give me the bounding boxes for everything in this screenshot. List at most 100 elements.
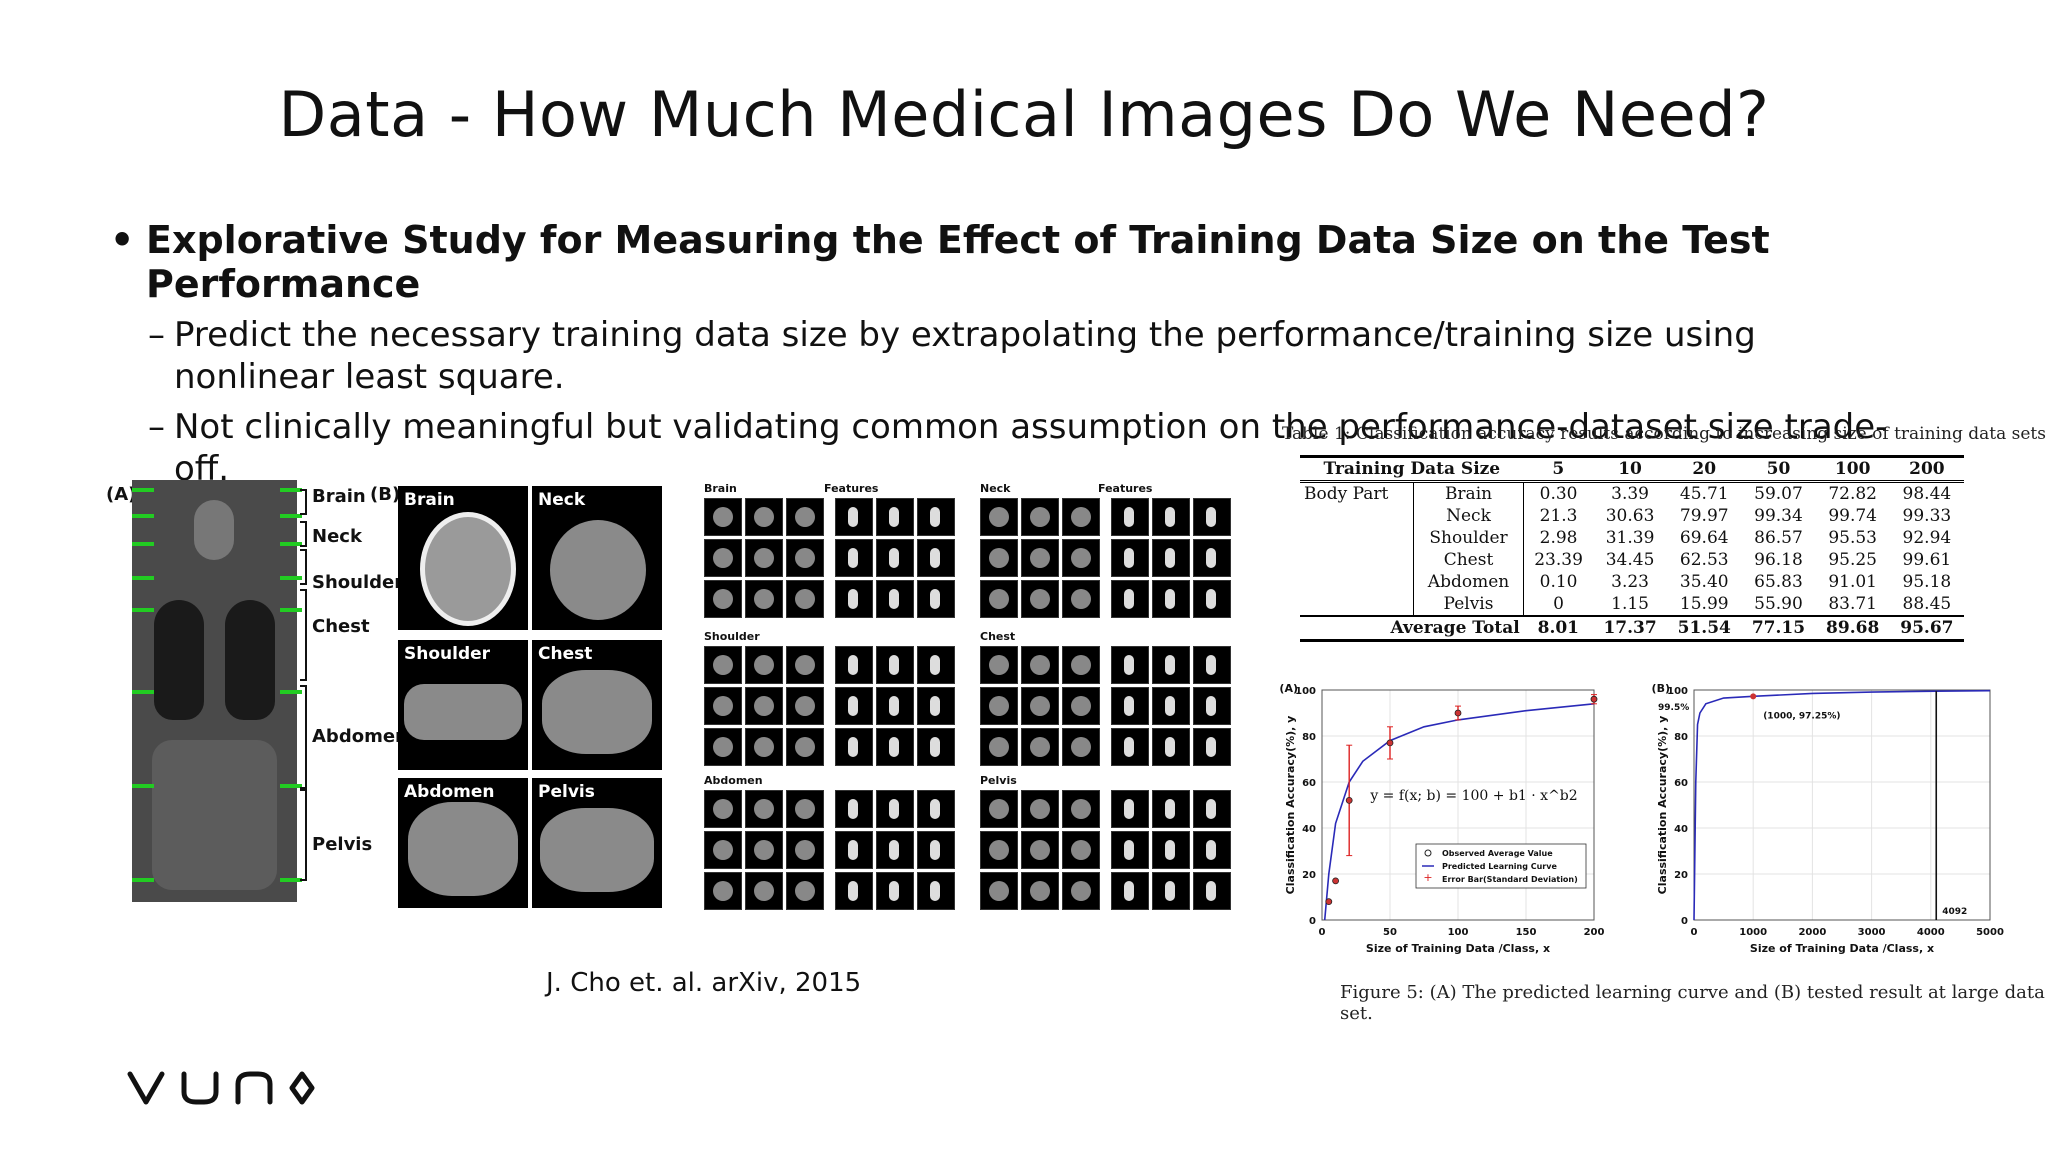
value-cell: 95.18	[1902, 572, 1952, 592]
panel-b-label: (B)	[370, 484, 401, 505]
feature-group-label: Neck	[980, 482, 1011, 495]
body-part-cell: Neck	[1413, 505, 1525, 527]
body-part-cell: Abdomen	[1413, 571, 1525, 593]
body-part-cell: Shoulder	[1413, 527, 1525, 549]
value-cell: 92.94	[1902, 528, 1952, 548]
feature-map-thumbnail	[1152, 728, 1190, 766]
ct-thumbnail	[786, 539, 824, 577]
ct-thumbnail	[1021, 687, 1059, 725]
ct-thumbnail	[745, 872, 783, 910]
group-label-cell	[1300, 549, 1414, 571]
legend-marker-error: +	[1423, 871, 1432, 884]
value-cell: 99.34	[1754, 506, 1803, 526]
y-tick-label: 0	[1681, 916, 1688, 927]
average-value-cell: 8.01	[1523, 615, 1593, 642]
y-tick-label: 100	[1295, 686, 1316, 697]
annotation-99-5: 99.5%	[1658, 703, 1689, 713]
slice-neck: Neck	[532, 486, 662, 630]
feature-map-thumbnail	[835, 687, 873, 725]
feature-group-label: Pelvis	[980, 774, 1017, 787]
ct-thumbnail	[704, 831, 742, 869]
feature-map-thumbnail	[1193, 872, 1231, 910]
value-cell: 35.40	[1679, 572, 1729, 592]
slice-label: Brain	[404, 490, 455, 510]
body-part-cell: Pelvis	[1413, 593, 1525, 616]
y-tick-label: 80	[1302, 732, 1316, 743]
x-tick-label: 0	[1319, 927, 1326, 938]
legend-box	[1415, 843, 1587, 889]
ct-thumbnail	[704, 539, 742, 577]
slice-brain: Brain	[398, 486, 528, 630]
value-cell: 1.15	[1611, 594, 1649, 614]
y-tick-label: 0	[1309, 916, 1316, 927]
feature-map-thumbnail	[1193, 687, 1231, 725]
feature-map-thumbnail	[876, 872, 914, 910]
value-cell: 34.45	[1605, 550, 1655, 570]
x-axis-label: Size of Training Data /Class, x	[1366, 942, 1550, 955]
value-cell: 72.82	[1828, 484, 1877, 504]
ct-thumbnail	[745, 687, 783, 725]
value-cell: 98.44	[1902, 484, 1952, 504]
observed-point	[1386, 739, 1394, 747]
value-cell: 3.39	[1611, 484, 1649, 504]
group-label-cell	[1300, 505, 1414, 527]
region-label-chest: Chest	[312, 616, 370, 637]
chart-a: 0 20 40 60 80 100 0 50 100 150 200 Size of Training…	[1279, 682, 1605, 955]
value-cell: 0	[1553, 594, 1564, 614]
feature-map-thumbnail	[835, 498, 873, 536]
slice-label: Abdomen	[404, 782, 495, 802]
feature-map-thumbnail	[1111, 831, 1149, 869]
feature-map-thumbnail	[1152, 498, 1190, 536]
feature-map-thumbnail	[876, 831, 914, 869]
value-cell: 59.07	[1754, 484, 1803, 504]
feature-map-thumbnail	[835, 831, 873, 869]
group-label-cell	[1300, 571, 1414, 593]
ct-thumbnail	[786, 646, 824, 684]
feature-map-thumbnail	[917, 646, 955, 684]
table-row: Neck 21.3 30.63 79.97 99.34 99.74 99.33	[1300, 505, 1964, 527]
sub-bullet-text: Predict the necessary training data size…	[174, 315, 1756, 397]
average-label-cell: Average Total	[1300, 615, 1524, 642]
feature-map-thumbnail	[876, 580, 914, 618]
average-value-cell: 17.37	[1592, 615, 1668, 642]
ct-thumbnail	[1021, 831, 1059, 869]
ct-thumbnail	[745, 831, 783, 869]
region-label-abdomen: Abdomen	[312, 726, 408, 747]
results-table: Training Data Size 5 10 20 50 100 200 Bo…	[1300, 455, 1964, 642]
value-cell: 83.71	[1828, 594, 1877, 614]
x-axis-label: Size of Training Data /Class, x	[1750, 942, 1934, 955]
ct-thumbnail	[786, 728, 824, 766]
ct-thumbnail	[1021, 646, 1059, 684]
x-tick-label: 200	[1584, 927, 1605, 938]
feature-map-thumbnail	[835, 872, 873, 910]
dash-icon: –	[148, 407, 165, 447]
x-tick-label: 1000	[1739, 927, 1767, 938]
slice-label: Pelvis	[538, 782, 595, 802]
y-tick-label: 20	[1302, 870, 1316, 881]
annotation-1000: (1000, 97.25%)	[1763, 711, 1840, 721]
head-shape	[194, 500, 234, 560]
ct-thumbnail	[980, 646, 1018, 684]
table-header-cell: 50	[1741, 455, 1816, 483]
x-tick-label: 0	[1691, 927, 1698, 938]
feature-map-thumbnail	[917, 728, 955, 766]
ct-thumbnail	[1062, 498, 1100, 536]
average-value-cell: 89.68	[1815, 615, 1890, 642]
ct-thumbnail	[786, 872, 824, 910]
table-header-cell: 20	[1667, 455, 1742, 483]
value-cell: 88.45	[1902, 594, 1952, 614]
group-label-cell	[1300, 527, 1414, 549]
ct-thumbnail	[980, 728, 1018, 766]
sub-bullet-text: Not clinically meaningful but validating…	[174, 407, 1888, 489]
feature-map-thumbnail	[1193, 580, 1231, 618]
feature-map-thumbnail	[917, 580, 955, 618]
ct-thumbnail	[1021, 790, 1059, 828]
bullet-dot: •	[110, 218, 135, 262]
panel-label: (A)	[1279, 682, 1298, 695]
feature-map-thumbnail	[835, 728, 873, 766]
y-axis-label: Classification Accuracy(%), y	[1284, 716, 1297, 895]
ct-thumbnail	[980, 687, 1018, 725]
reference-text: J. Cho et. al. arXiv, 2015	[546, 968, 862, 998]
feature-map-thumbnail	[1111, 646, 1149, 684]
body-part-cell: Brain	[1413, 481, 1525, 505]
